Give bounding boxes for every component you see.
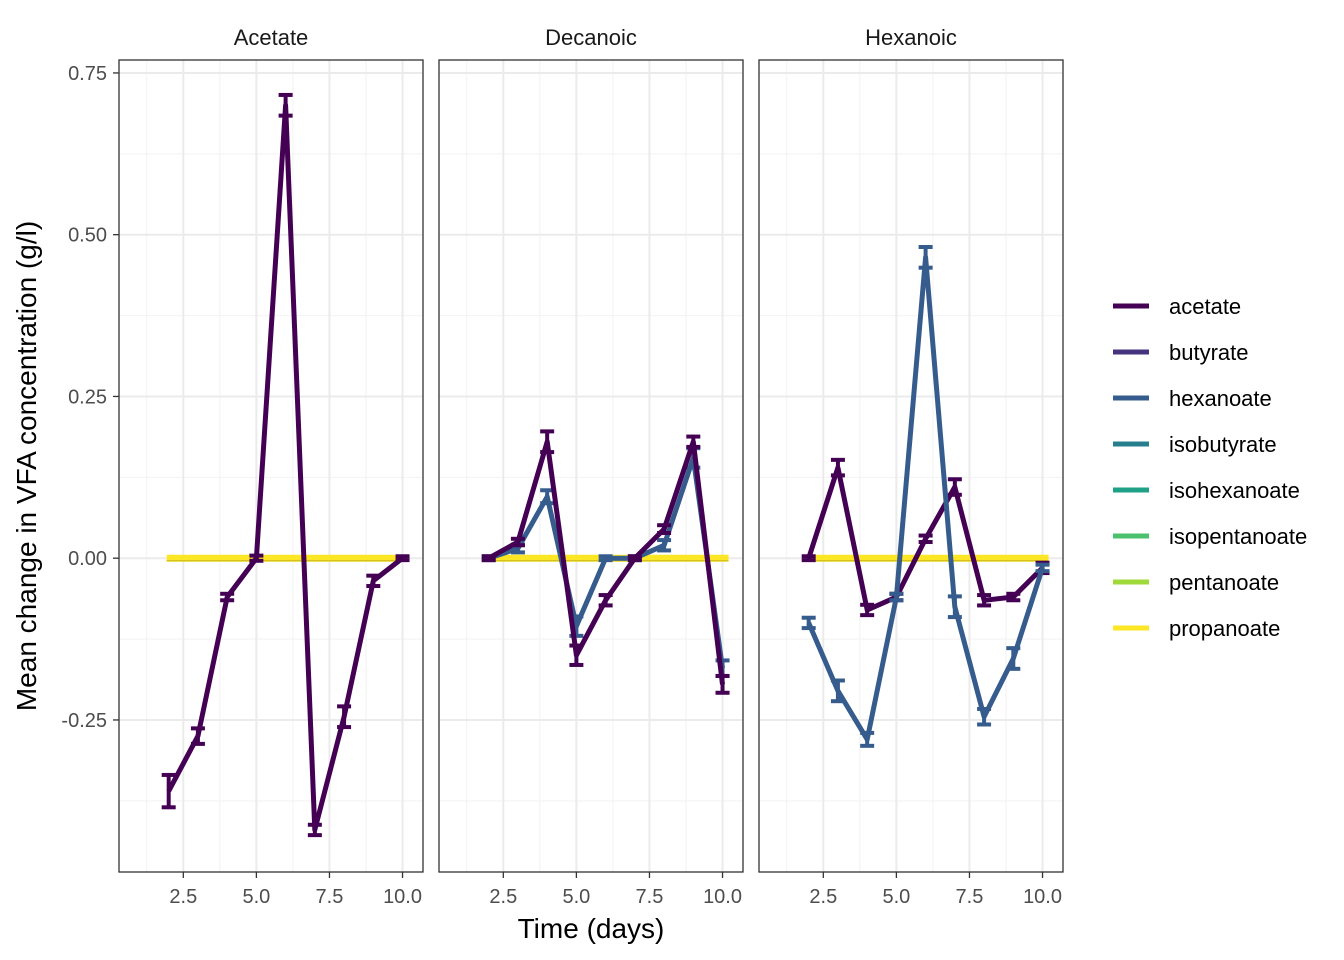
legend-item-propanoate: propanoate <box>1113 616 1280 641</box>
legend-label: pentanoate <box>1169 570 1279 595</box>
error-bar <box>657 538 672 553</box>
x-tick-label: 2.5 <box>809 886 837 908</box>
x-tick-label: 5.0 <box>562 886 590 908</box>
error-bar <box>1035 562 1050 574</box>
error-bar <box>686 434 701 449</box>
panels: Acetate 2.5 5.0 7.5 10.0 Decanoic 2.5 5.0 7.5 10.… <box>118 25 1064 908</box>
x-tick-label: 10.0 <box>1023 886 1062 908</box>
x-tick-label: 2.5 <box>489 886 517 908</box>
error-bar <box>947 477 962 497</box>
facet-strip-label: Hexanoic <box>865 25 957 50</box>
series-hexanoate <box>481 446 730 678</box>
error-bar <box>569 643 584 667</box>
legend-item-isopentanoate: isopentanoate <box>1113 524 1307 549</box>
legend-label: propanoate <box>1169 616 1280 641</box>
x-tick-label: 10.0 <box>383 886 422 908</box>
x-axis-title: Time (days) <box>518 913 665 944</box>
error-bar <box>540 429 555 455</box>
x-tick-label: 10.0 <box>703 886 742 908</box>
error-bar <box>220 591 235 603</box>
x-tick-label: 7.5 <box>636 886 664 908</box>
legend-label: isohexanoate <box>1169 478 1300 503</box>
panel-hexanoic: Hexanoic 2.5 5.0 7.5 10.0 <box>758 25 1064 908</box>
error-bar <box>278 92 293 118</box>
error-bar <box>889 591 904 603</box>
error-bar <box>481 554 496 563</box>
x-tick-label: 5.0 <box>882 886 910 908</box>
legend-label: isopentanoate <box>1169 524 1307 549</box>
series-acetate <box>161 92 410 838</box>
panel-border <box>758 59 1064 873</box>
facet-strip-label: Decanoic <box>545 25 637 50</box>
series-hexanoate <box>801 244 1050 748</box>
error-bar <box>657 523 672 535</box>
legend-label: butyrate <box>1169 340 1249 365</box>
y-axis-title: Mean change in VFA concentration (g/l) <box>11 221 42 711</box>
y-tick-label: -0.25 <box>61 710 107 732</box>
error-bar <box>627 554 642 563</box>
x-tick-label: 5.0 <box>242 886 270 908</box>
x-tick-label: 7.5 <box>956 886 984 908</box>
panel-border <box>438 59 744 873</box>
legend-item-isohexanoate: isohexanoate <box>1113 478 1300 503</box>
y-axis: -0.25 0.00 0.25 0.50 0.75 <box>61 63 119 732</box>
series-line-hexanoate <box>487 455 725 669</box>
panel-acetate: Acetate 2.5 5.0 7.5 10.0 <box>118 25 424 908</box>
error-bar <box>977 593 992 608</box>
error-bar <box>249 553 264 563</box>
error-bar <box>918 533 933 545</box>
error-bar <box>860 602 875 618</box>
x-tick-label: 7.5 <box>316 886 344 908</box>
y-tick-label: 0.00 <box>68 548 107 570</box>
legend-label: acetate <box>1169 294 1241 319</box>
error-bar <box>801 554 816 563</box>
legend-label: isobutyrate <box>1169 432 1277 457</box>
y-tick-label: 0.25 <box>68 386 107 408</box>
legend-item-butyrate: butyrate <box>1113 340 1249 365</box>
panel-decanoic: Decanoic 2.5 5.0 7.5 10.0 <box>438 25 744 908</box>
legend: acetate butyrate hexanoate isobutyrate isohe… <box>1113 294 1307 641</box>
facet-strip-label: Acetate <box>234 25 309 50</box>
legend-item-pentanoate: pentanoate <box>1113 570 1279 595</box>
error-bar <box>337 704 352 730</box>
y-tick-label: 0.75 <box>68 63 107 85</box>
series-line-acetate <box>166 102 405 833</box>
error-bar <box>366 573 381 589</box>
error-bar <box>190 726 205 746</box>
legend-label: hexanoate <box>1169 386 1272 411</box>
error-bar <box>598 593 613 608</box>
error-bar <box>510 536 525 548</box>
error-bar <box>860 730 875 748</box>
x-tick-label: 2.5 <box>169 886 197 908</box>
error-bar <box>830 457 845 478</box>
error-bar <box>830 678 845 704</box>
error-bar <box>161 772 176 810</box>
series-acetate <box>801 457 1050 618</box>
error-bar <box>977 706 992 727</box>
series-propanoate <box>806 554 1049 562</box>
error-bar <box>1006 591 1021 603</box>
series-acetate <box>481 429 730 695</box>
error-bar <box>307 822 322 838</box>
legend-item-acetate: acetate <box>1113 294 1241 319</box>
series-propanoate <box>166 554 409 562</box>
legend-item-isobutyrate: isobutyrate <box>1113 432 1277 457</box>
error-bar <box>801 615 816 631</box>
legend-item-hexanoate: hexanoate <box>1113 386 1272 411</box>
error-bar <box>918 244 933 270</box>
error-bar <box>598 554 613 563</box>
error-bar <box>947 594 962 620</box>
error-bar <box>395 554 410 563</box>
y-tick-label: 0.50 <box>68 225 107 247</box>
panel-border <box>118 59 424 873</box>
error-bar <box>1006 646 1021 671</box>
error-bar <box>715 673 730 695</box>
